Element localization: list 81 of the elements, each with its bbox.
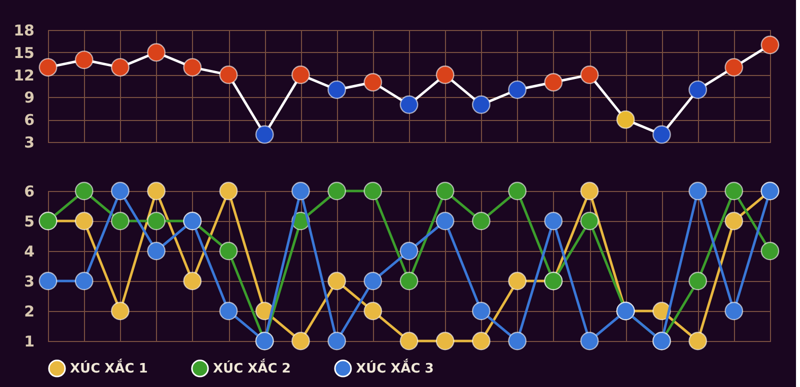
point [110, 302, 130, 320]
point [364, 182, 382, 200]
point [400, 272, 418, 290]
point [472, 212, 490, 230]
point [328, 182, 346, 200]
point [544, 212, 563, 230]
legend-label: XÚC XẮC 2 [213, 358, 291, 376]
point [508, 182, 527, 200]
point [724, 182, 744, 200]
point [436, 212, 454, 230]
y-tick-label: 12 [14, 66, 34, 84]
point [688, 332, 708, 350]
point [147, 242, 166, 260]
point [724, 302, 744, 320]
legend-label: XÚC XẮC 3 [356, 358, 434, 376]
point [219, 182, 238, 200]
y-tick-label: 6 [24, 111, 34, 130]
y-tick-label: 9 [24, 88, 34, 107]
point [472, 95, 490, 114]
point [436, 66, 454, 84]
y-tick-label: 2 [24, 302, 34, 320]
point [580, 212, 599, 230]
y-tick-label: 3 [24, 134, 34, 152]
point [436, 332, 454, 350]
legend-label: XÚC XẮC 1 [70, 358, 148, 376]
point [328, 80, 346, 99]
point [688, 272, 708, 290]
point [74, 272, 94, 290]
point [544, 73, 563, 92]
point [436, 182, 454, 200]
y-tick-label: 5 [24, 212, 34, 230]
point [472, 302, 490, 320]
point [364, 272, 382, 290]
point [219, 302, 238, 320]
point [472, 332, 490, 350]
point [291, 332, 310, 350]
point [74, 182, 94, 200]
point [38, 272, 58, 290]
point [400, 332, 418, 350]
point [616, 110, 635, 129]
point [652, 125, 671, 144]
point [580, 182, 599, 200]
point [38, 58, 58, 77]
point [147, 43, 166, 62]
point [724, 58, 744, 77]
point [74, 212, 94, 230]
point [364, 73, 382, 92]
y-tick-label: 15 [14, 44, 34, 62]
point [580, 66, 599, 84]
point [508, 80, 527, 99]
point [328, 332, 346, 350]
y-tick-label: 1 [24, 332, 34, 350]
point [147, 182, 166, 200]
point [183, 58, 202, 77]
point [508, 332, 527, 350]
point [110, 212, 130, 230]
point [255, 125, 274, 144]
point [219, 242, 238, 260]
point [724, 212, 744, 230]
point [400, 242, 418, 260]
point [183, 272, 202, 290]
point [580, 332, 599, 350]
point [291, 182, 310, 200]
y-tick-label: 4 [24, 242, 34, 260]
y-tick-label: 6 [24, 182, 34, 200]
point [147, 212, 166, 230]
point [688, 80, 708, 99]
point [291, 66, 310, 84]
point [508, 272, 527, 290]
y-tick-label: 18 [14, 22, 34, 40]
point [219, 66, 238, 84]
point [110, 58, 130, 77]
point [74, 50, 94, 70]
point [760, 242, 780, 260]
point [110, 182, 130, 200]
point [364, 302, 382, 320]
point [328, 272, 346, 290]
y-tick-label: 3 [24, 272, 34, 290]
point [760, 36, 780, 54]
point [688, 182, 708, 200]
point [400, 95, 418, 114]
